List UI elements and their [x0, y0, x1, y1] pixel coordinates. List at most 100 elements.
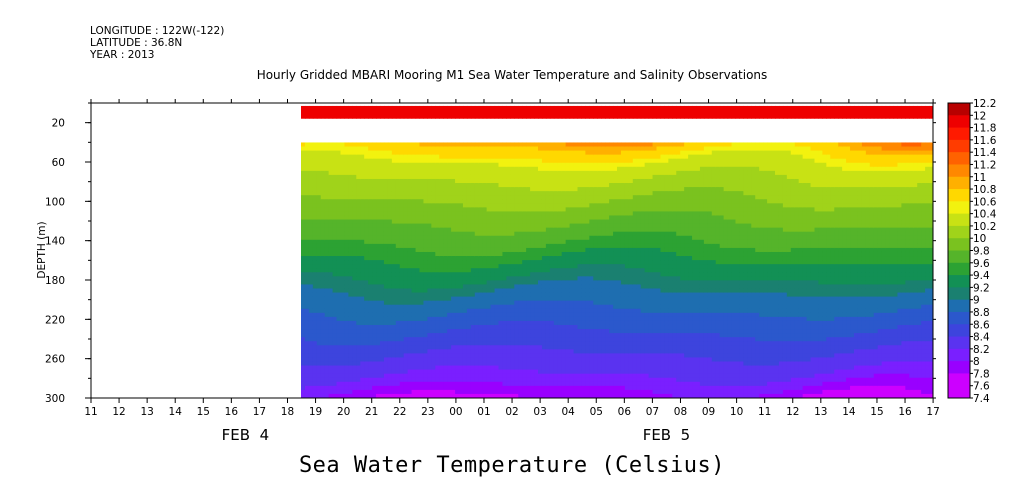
heat-cell [356, 110, 361, 115]
heat-cell [328, 162, 334, 168]
heat-cell [423, 158, 428, 164]
heat-cell [328, 223, 334, 229]
heat-cell [455, 146, 460, 152]
heat-cell [538, 345, 543, 350]
heat-cell [312, 361, 318, 367]
heat-cell [522, 357, 527, 363]
heat-cell [455, 345, 460, 350]
heat-cell [407, 337, 413, 342]
heat-cell [391, 154, 397, 160]
heat-cell [455, 381, 460, 387]
heat-cell [541, 187, 547, 192]
heat-cell [577, 288, 583, 294]
heat-cell [577, 243, 583, 249]
heat-cell [304, 264, 310, 269]
heat-cell [565, 292, 571, 298]
heat-cell [482, 324, 488, 330]
heat-cell [320, 393, 326, 398]
heat-cell [573, 320, 579, 326]
heat-cell [518, 312, 523, 318]
heat-cell [383, 211, 389, 217]
heat-cell [336, 174, 342, 180]
heat-cell [352, 166, 357, 172]
heat-cell [415, 183, 421, 188]
heat-cell [352, 333, 357, 338]
heat-cell [352, 247, 357, 253]
heat-cell [427, 341, 432, 346]
heat-cell [459, 377, 464, 383]
heat-cell [364, 324, 369, 330]
heat-cell [534, 158, 539, 164]
heat-cell [462, 260, 468, 265]
heat-cell [518, 337, 523, 342]
heat-cell [301, 199, 306, 204]
heat-cell [443, 284, 448, 290]
heat-cell [419, 146, 425, 152]
heat-cell [498, 223, 504, 229]
heat-cell [494, 207, 500, 213]
heat-cell [328, 187, 334, 192]
heat-cell [589, 162, 594, 168]
heat-cell [557, 345, 563, 350]
heat-cell [415, 280, 421, 286]
heat-cell [490, 288, 496, 294]
heat-cell [316, 312, 322, 318]
heat-cell [593, 377, 598, 383]
heat-cell [506, 158, 511, 164]
heat-cell [360, 377, 365, 383]
heat-cell [316, 320, 322, 326]
heat-cell [506, 235, 511, 241]
heat-cell [593, 256, 598, 261]
heat-cell [348, 324, 353, 330]
heat-cell [451, 187, 456, 192]
heat-cell [411, 316, 417, 322]
heat-cell [399, 142, 405, 148]
heat-cell [411, 357, 417, 363]
heat-cell [478, 369, 484, 375]
heat-cell [490, 292, 496, 298]
heat-cell [320, 373, 326, 379]
heat-cell [585, 264, 590, 269]
heat-cell [352, 393, 357, 398]
heat-cell [526, 296, 531, 302]
heat-cell [530, 373, 535, 379]
heat-cell [376, 247, 381, 253]
heat-cell [352, 219, 357, 225]
heat-cell [538, 316, 543, 322]
heat-cell [545, 174, 551, 180]
heat-cell [332, 280, 338, 286]
heat-cell [569, 296, 575, 302]
heat-cell [431, 239, 436, 245]
heat-cell [304, 268, 310, 273]
heat-cell [498, 231, 504, 237]
heat-cell [328, 231, 334, 237]
heat-cell [545, 105, 551, 111]
heat-cell [352, 215, 357, 221]
heat-cell [427, 203, 432, 208]
heat-cell [391, 393, 397, 398]
heat-cell [439, 361, 444, 367]
heat-cell [451, 268, 456, 273]
heat-cell [391, 239, 397, 245]
heat-cell [490, 264, 496, 269]
heat-cell [332, 284, 338, 290]
heat-cell [411, 110, 417, 115]
heat-cell [534, 142, 539, 148]
heat-cell [589, 369, 594, 375]
heat-cell [419, 377, 425, 383]
heat-cell [593, 296, 598, 302]
heat-cell [514, 110, 519, 115]
heat-cell [486, 312, 492, 318]
heat-cell [376, 369, 381, 375]
heat-cell [462, 280, 468, 286]
heat-cell [545, 381, 551, 387]
heat-cell [403, 308, 409, 314]
heat-cell [332, 154, 338, 160]
heat-cell [411, 389, 417, 395]
heat-cell [561, 276, 567, 281]
heat-cell [466, 260, 472, 265]
heat-cell [376, 251, 381, 257]
heat-cell [439, 333, 444, 338]
heat-cell [395, 292, 401, 298]
heat-cell [541, 320, 547, 326]
